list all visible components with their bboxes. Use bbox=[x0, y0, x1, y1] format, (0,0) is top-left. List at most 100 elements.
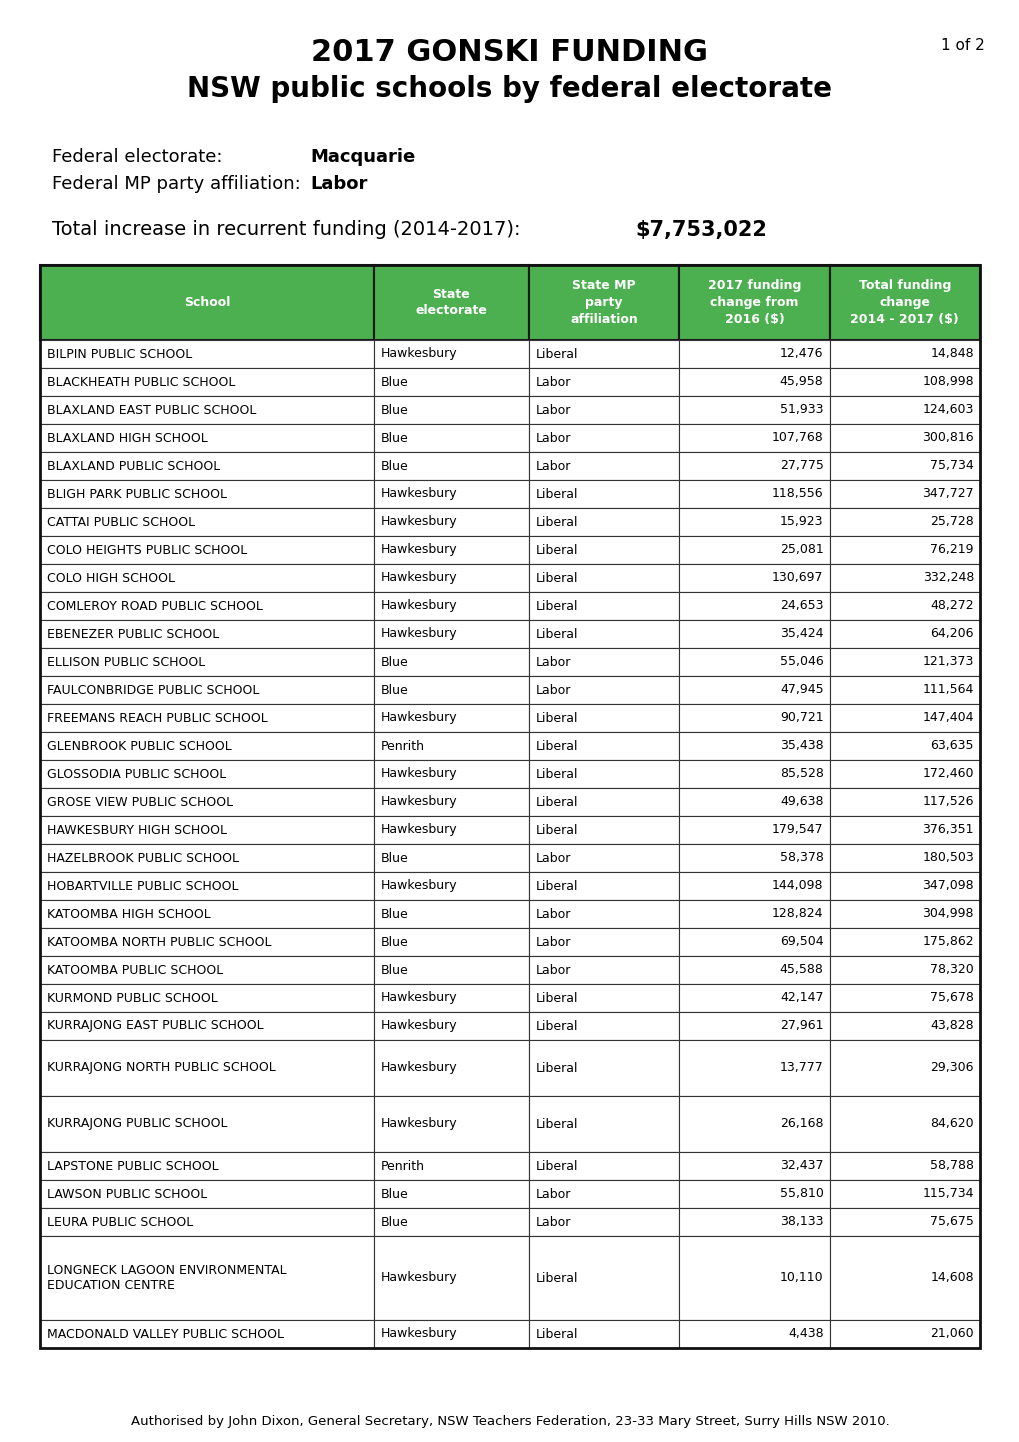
Text: 90,721: 90,721 bbox=[780, 711, 822, 724]
Bar bbox=[373, 508, 528, 536]
Bar bbox=[679, 929, 828, 956]
Bar bbox=[373, 844, 528, 872]
Bar bbox=[528, 620, 679, 647]
Text: 130,697: 130,697 bbox=[771, 571, 822, 584]
Text: Liberal: Liberal bbox=[535, 1061, 578, 1074]
Bar bbox=[373, 1236, 528, 1319]
Bar bbox=[373, 620, 528, 647]
Text: NSW public schools by federal electorate: NSW public schools by federal electorate bbox=[187, 75, 832, 102]
Text: HAZELBROOK PUBLIC SCHOOL: HAZELBROOK PUBLIC SCHOOL bbox=[47, 851, 238, 865]
Text: Liberal: Liberal bbox=[535, 1159, 578, 1172]
Bar bbox=[528, 787, 679, 816]
Text: Hawkesbury: Hawkesbury bbox=[380, 515, 457, 529]
Bar bbox=[40, 480, 373, 508]
Bar bbox=[828, 508, 979, 536]
Text: 117,526: 117,526 bbox=[921, 796, 973, 809]
Text: Hawkesbury: Hawkesbury bbox=[380, 1118, 457, 1131]
Text: Labor: Labor bbox=[535, 851, 571, 865]
Bar bbox=[679, 733, 828, 760]
Bar bbox=[528, 397, 679, 424]
Text: 27,961: 27,961 bbox=[780, 1019, 822, 1032]
Bar bbox=[679, 956, 828, 983]
Bar bbox=[528, 900, 679, 929]
Text: Liberal: Liberal bbox=[535, 571, 578, 584]
Bar bbox=[679, 564, 828, 593]
Bar bbox=[40, 816, 373, 844]
Text: Labor: Labor bbox=[535, 656, 571, 669]
Bar bbox=[679, 620, 828, 647]
Text: Liberal: Liberal bbox=[535, 823, 578, 836]
Text: Hawkesbury: Hawkesbury bbox=[380, 880, 457, 893]
Bar bbox=[373, 593, 528, 620]
Text: Hawkesbury: Hawkesbury bbox=[380, 544, 457, 557]
Bar bbox=[528, 704, 679, 733]
Text: HOBARTVILLE PUBLIC SCHOOL: HOBARTVILLE PUBLIC SCHOOL bbox=[47, 880, 238, 893]
Text: 347,727: 347,727 bbox=[921, 487, 973, 500]
Bar bbox=[828, 397, 979, 424]
Bar bbox=[528, 956, 679, 983]
Text: Liberal: Liberal bbox=[535, 1272, 578, 1285]
Text: Liberal: Liberal bbox=[535, 1118, 578, 1131]
Text: 304,998: 304,998 bbox=[921, 907, 973, 920]
Text: $7,753,022: $7,753,022 bbox=[635, 221, 766, 239]
Bar bbox=[528, 1152, 679, 1180]
Text: 15,923: 15,923 bbox=[780, 515, 822, 529]
Text: 118,556: 118,556 bbox=[771, 487, 822, 500]
Text: 13,777: 13,777 bbox=[780, 1061, 822, 1074]
Text: 147,404: 147,404 bbox=[921, 711, 973, 724]
Text: 2017 GONSKI FUNDING: 2017 GONSKI FUNDING bbox=[311, 37, 708, 66]
Bar bbox=[679, 593, 828, 620]
Text: Hawkesbury: Hawkesbury bbox=[380, 1019, 457, 1032]
Text: Hawkesbury: Hawkesbury bbox=[380, 767, 457, 780]
Text: Liberal: Liberal bbox=[535, 1019, 578, 1032]
Text: 35,438: 35,438 bbox=[780, 740, 822, 753]
Bar bbox=[40, 787, 373, 816]
Bar bbox=[679, 265, 828, 340]
Text: BLAXLAND EAST PUBLIC SCHOOL: BLAXLAND EAST PUBLIC SCHOOL bbox=[47, 404, 256, 417]
Text: 27,775: 27,775 bbox=[779, 460, 822, 473]
Text: KURRAJONG NORTH PUBLIC SCHOOL: KURRAJONG NORTH PUBLIC SCHOOL bbox=[47, 1061, 275, 1074]
Bar bbox=[528, 536, 679, 564]
Text: 75,734: 75,734 bbox=[929, 460, 973, 473]
Text: Hawkesbury: Hawkesbury bbox=[380, 992, 457, 1005]
Text: 84,620: 84,620 bbox=[929, 1118, 973, 1131]
Bar bbox=[528, 760, 679, 787]
Text: Labor: Labor bbox=[535, 963, 571, 976]
Text: 172,460: 172,460 bbox=[921, 767, 973, 780]
Text: MACDONALD VALLEY PUBLIC SCHOOL: MACDONALD VALLEY PUBLIC SCHOOL bbox=[47, 1328, 283, 1341]
Text: Liberal: Liberal bbox=[535, 992, 578, 1005]
Bar bbox=[828, 1152, 979, 1180]
Text: State MP
party
affiliation: State MP party affiliation bbox=[570, 278, 637, 326]
Bar bbox=[373, 1208, 528, 1236]
Text: 25,728: 25,728 bbox=[929, 515, 973, 529]
Text: Labor: Labor bbox=[535, 1188, 571, 1201]
Bar bbox=[828, 536, 979, 564]
Bar bbox=[679, 1180, 828, 1208]
Bar bbox=[40, 1180, 373, 1208]
Text: 51,933: 51,933 bbox=[780, 404, 822, 417]
Text: Hawkesbury: Hawkesbury bbox=[380, 796, 457, 809]
Bar bbox=[528, 1319, 679, 1348]
Bar bbox=[679, 983, 828, 1012]
Text: Blue: Blue bbox=[380, 684, 408, 696]
Text: 76,219: 76,219 bbox=[929, 544, 973, 557]
Text: COLO HEIGHTS PUBLIC SCHOOL: COLO HEIGHTS PUBLIC SCHOOL bbox=[47, 544, 247, 557]
Bar bbox=[528, 1012, 679, 1040]
Bar bbox=[40, 900, 373, 929]
Text: 107,768: 107,768 bbox=[771, 431, 822, 444]
Bar bbox=[40, 1236, 373, 1319]
Bar bbox=[828, 451, 979, 480]
Text: 332,248: 332,248 bbox=[922, 571, 973, 584]
Bar bbox=[40, 368, 373, 397]
Bar bbox=[373, 1040, 528, 1096]
Bar bbox=[679, 536, 828, 564]
Bar bbox=[373, 676, 528, 704]
Text: FAULCONBRIDGE PUBLIC SCHOOL: FAULCONBRIDGE PUBLIC SCHOOL bbox=[47, 684, 259, 696]
Text: 12,476: 12,476 bbox=[780, 348, 822, 360]
Text: Liberal: Liberal bbox=[535, 600, 578, 613]
Bar bbox=[40, 1152, 373, 1180]
Text: Blue: Blue bbox=[380, 1216, 408, 1229]
Text: 14,608: 14,608 bbox=[929, 1272, 973, 1285]
Text: Labor: Labor bbox=[535, 1216, 571, 1229]
Bar bbox=[373, 983, 528, 1012]
